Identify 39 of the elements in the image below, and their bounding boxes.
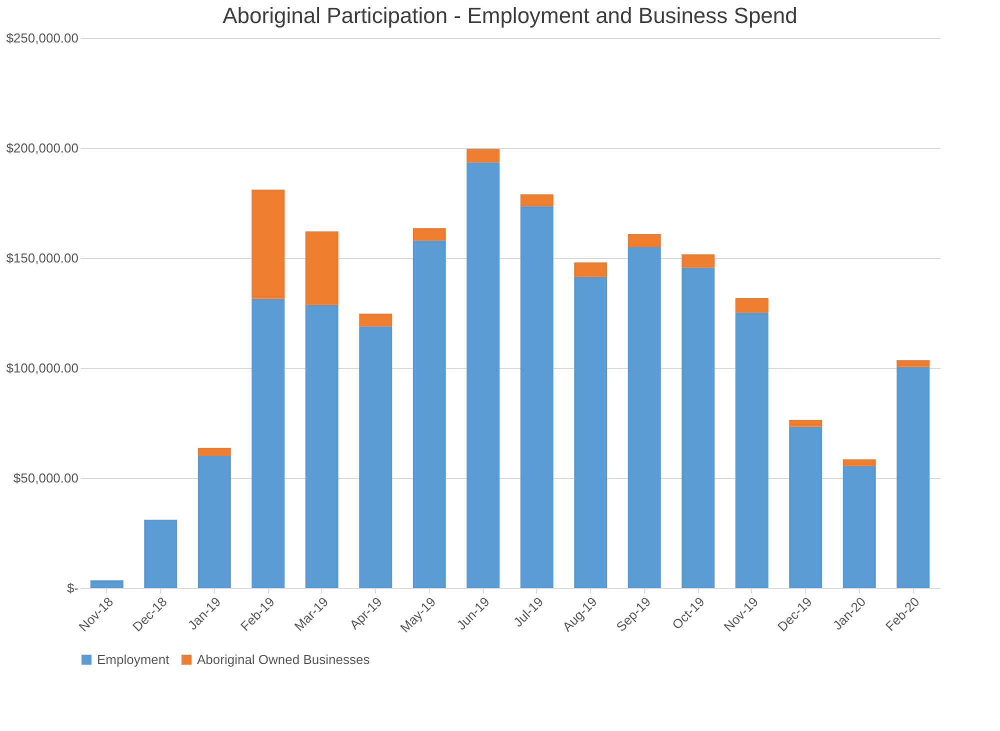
- legend-label: Employment: [97, 652, 170, 667]
- y-tick-label: $200,000.00: [6, 140, 78, 156]
- bar: [574, 276, 608, 588]
- bar: [305, 231, 338, 305]
- bar: [842, 459, 876, 466]
- bar: [144, 520, 178, 588]
- bar: [789, 426, 822, 588]
- y-tick-label: $50,000.00: [13, 470, 78, 486]
- bar: [896, 366, 930, 588]
- bar: [305, 304, 338, 588]
- bar: [842, 466, 876, 588]
- y-tick-label: $-: [66, 580, 78, 596]
- bar: [359, 326, 392, 588]
- bar: [359, 314, 392, 326]
- y-tick-label: $100,000.00: [6, 360, 78, 376]
- bar: [735, 312, 768, 588]
- bar: [466, 148, 500, 162]
- bar: [682, 268, 715, 588]
- bar: [628, 234, 661, 247]
- bar: [682, 254, 715, 268]
- bar: [252, 298, 285, 588]
- bar: [412, 240, 446, 588]
- bar: [520, 194, 554, 206]
- bar: [198, 456, 231, 588]
- bar: [198, 448, 231, 456]
- bar: [789, 420, 822, 427]
- bar: [628, 247, 661, 588]
- bar: [896, 360, 930, 367]
- bar: [574, 262, 608, 277]
- bar: [90, 580, 124, 588]
- bar: [466, 162, 500, 588]
- bar: [520, 206, 554, 588]
- bar: [412, 228, 446, 240]
- y-tick-label: $250,000.00: [6, 30, 78, 46]
- legend-label: Aboriginal Owned Businesses: [197, 652, 370, 667]
- bar: [252, 190, 285, 299]
- chart-title: Aboriginal Participation - Employment and Business Spend: [222, 3, 798, 28]
- y-tick-label: $150,000.00: [6, 250, 78, 266]
- bar: [735, 298, 768, 312]
